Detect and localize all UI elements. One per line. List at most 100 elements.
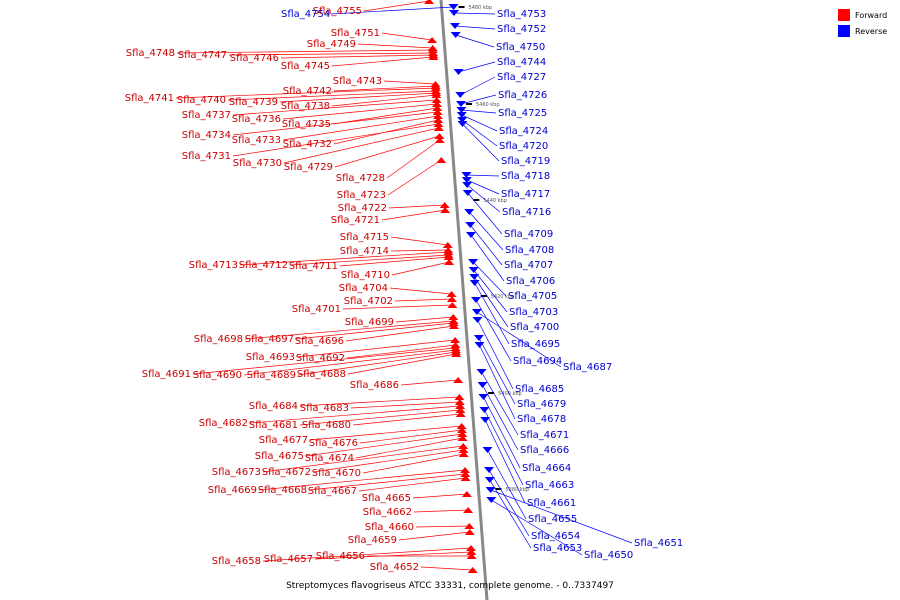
- gene-sfla-4720-glyph[interactable]: [457, 117, 468, 123]
- gene-sfla-4703-label[interactable]: Sfla_4703: [509, 307, 558, 318]
- gene-sfla-4716-glyph[interactable]: [462, 182, 473, 188]
- gene-sfla-4669-label[interactable]: Sfla_4669: [208, 485, 257, 496]
- gene-sfla-4725-glyph[interactable]: [456, 107, 467, 113]
- gene-sfla-4708-label[interactable]: Sfla_4708: [505, 245, 554, 256]
- gene-sfla-4739-label[interactable]: Sfla_4739: [229, 97, 278, 108]
- gene-sfla-4728-glyph[interactable]: [434, 137, 445, 143]
- gene-sfla-4717-label[interactable]: Sfla_4717: [501, 189, 550, 200]
- gene-sfla-4653-glyph[interactable]: [484, 477, 495, 483]
- gene-sfla-4735-glyph[interactable]: [432, 105, 443, 111]
- gene-sfla-4674-label[interactable]: Sfla_4674: [305, 453, 354, 464]
- gene-sfla-4696-label[interactable]: Sfla_4696: [295, 336, 344, 347]
- gene-sfla-4728-label[interactable]: Sfla_4728: [336, 173, 385, 184]
- gene-sfla-4685-glyph[interactable]: [472, 317, 483, 323]
- gene-sfla-4659-label[interactable]: Sfla_4659: [348, 535, 397, 546]
- gene-sfla-4670-label[interactable]: Sfla_4670: [312, 468, 361, 479]
- gene-sfla-4699-label[interactable]: Sfla_4699: [345, 317, 394, 328]
- gene-sfla-4667-glyph[interactable]: [460, 475, 471, 481]
- gene-sfla-4717-glyph[interactable]: [461, 177, 472, 183]
- gene-sfla-4726-label[interactable]: Sfla_4726: [498, 90, 547, 101]
- gene-sfla-4725-label[interactable]: Sfla_4725: [498, 108, 547, 119]
- gene-sfla-4741-glyph[interactable]: [430, 85, 441, 91]
- gene-sfla-4677-label[interactable]: Sfla_4677: [259, 435, 308, 446]
- gene-sfla-4744-label[interactable]: Sfla_4744: [497, 57, 546, 68]
- gene-sfla-4686-label[interactable]: Sfla_4686: [350, 380, 399, 391]
- gene-sfla-4662-glyph[interactable]: [463, 507, 474, 513]
- gene-sfla-4732-label[interactable]: Sfla_4732: [283, 139, 332, 150]
- gene-sfla-4703-glyph[interactable]: [468, 267, 479, 273]
- gene-sfla-4660-glyph[interactable]: [464, 523, 475, 529]
- gene-sfla-4721-glyph[interactable]: [440, 207, 451, 213]
- gene-sfla-4661-label[interactable]: Sfla_4661: [527, 498, 576, 509]
- gene-sfla-4699-glyph[interactable]: [448, 314, 459, 320]
- gene-sfla-4659-glyph[interactable]: [464, 529, 475, 535]
- gene-sfla-4704-label[interactable]: Sfla_4704: [339, 283, 388, 294]
- gene-sfla-4718-glyph[interactable]: [461, 172, 472, 178]
- gene-sfla-4658-glyph[interactable]: [466, 545, 477, 551]
- gene-sfla-4657-label[interactable]: Sfla_4657: [264, 554, 313, 565]
- gene-sfla-4716-label[interactable]: Sfla_4716: [502, 207, 551, 218]
- gene-sfla-4707-glyph[interactable]: [465, 222, 476, 228]
- gene-sfla-4750-label[interactable]: Sfla_4750: [496, 42, 545, 53]
- gene-sfla-4687-glyph[interactable]: [471, 309, 482, 315]
- gene-sfla-4754-glyph[interactable]: [448, 4, 459, 10]
- gene-sfla-4708-glyph[interactable]: [464, 209, 475, 215]
- gene-sfla-4696-glyph[interactable]: [448, 323, 459, 329]
- gene-sfla-4674-glyph[interactable]: [457, 435, 468, 441]
- gene-sfla-4724-label[interactable]: Sfla_4724: [499, 126, 548, 137]
- gene-sfla-4695-label[interactable]: Sfla_4695: [511, 339, 560, 350]
- gene-sfla-4748-label[interactable]: Sfla_4748: [126, 48, 175, 59]
- gene-sfla-4734-label[interactable]: Sfla_4734: [182, 130, 231, 141]
- gene-sfla-4652-glyph[interactable]: [467, 567, 478, 573]
- gene-sfla-4736-glyph[interactable]: [431, 101, 442, 107]
- gene-sfla-4718-label[interactable]: Sfla_4718: [501, 171, 550, 182]
- gene-sfla-4680-glyph[interactable]: [455, 411, 466, 417]
- gene-sfla-4664-label[interactable]: Sfla_4664: [522, 463, 571, 474]
- gene-sfla-4686-glyph[interactable]: [453, 377, 464, 383]
- gene-sfla-4727-label[interactable]: Sfla_4727: [497, 72, 546, 83]
- gene-sfla-4722-label[interactable]: Sfla_4722: [338, 203, 387, 214]
- gene-sfla-4729-label[interactable]: Sfla_4729: [284, 162, 333, 173]
- gene-sfla-4676-glyph[interactable]: [456, 427, 467, 433]
- gene-sfla-4720-label[interactable]: Sfla_4720: [499, 141, 548, 152]
- gene-sfla-4684-glyph[interactable]: [454, 394, 465, 400]
- gene-sfla-4732-glyph[interactable]: [433, 117, 444, 123]
- gene-sfla-4752-glyph[interactable]: [449, 23, 460, 29]
- gene-sfla-4745-label[interactable]: Sfla_4745: [281, 61, 330, 72]
- gene-sfla-4683-glyph[interactable]: [454, 399, 465, 405]
- gene-sfla-4669-glyph[interactable]: [460, 467, 471, 473]
- gene-sfla-4722-glyph[interactable]: [439, 202, 450, 208]
- gene-sfla-4671-label[interactable]: Sfla_4671: [520, 430, 569, 441]
- gene-sfla-4724-glyph[interactable]: [456, 112, 467, 118]
- gene-sfla-4658-label[interactable]: Sfla_4658: [212, 556, 261, 567]
- gene-sfla-4689-label[interactable]: Sfla_4689: [247, 370, 296, 381]
- gene-sfla-4678-label[interactable]: Sfla_4678: [517, 414, 566, 425]
- gene-sfla-4697-glyph[interactable]: [448, 320, 459, 326]
- gene-sfla-4672-glyph[interactable]: [458, 447, 469, 453]
- gene-sfla-4701-label[interactable]: Sfla_4701: [292, 304, 341, 315]
- gene-sfla-4650-glyph[interactable]: [486, 497, 497, 503]
- gene-sfla-4742-label[interactable]: Sfla_4742: [283, 86, 332, 97]
- gene-sfla-4747-label[interactable]: Sfla_4747: [178, 50, 227, 61]
- gene-sfla-4656-glyph[interactable]: [466, 553, 477, 559]
- gene-sfla-4713-label[interactable]: Sfla_4713: [189, 260, 238, 271]
- gene-sfla-4677-glyph[interactable]: [456, 423, 467, 429]
- gene-sfla-4730-glyph[interactable]: [433, 125, 444, 131]
- gene-sfla-4670-glyph[interactable]: [458, 451, 469, 457]
- gene-sfla-4700-label[interactable]: Sfla_4700: [510, 322, 559, 333]
- gene-sfla-4675-label[interactable]: Sfla_4675: [255, 451, 304, 462]
- gene-sfla-4665-label[interactable]: Sfla_4665: [362, 493, 411, 504]
- gene-sfla-4719-glyph[interactable]: [457, 121, 468, 127]
- gene-sfla-4684-label[interactable]: Sfla_4684: [249, 401, 298, 412]
- gene-sfla-4710-glyph[interactable]: [444, 259, 455, 265]
- gene-sfla-4682-glyph[interactable]: [455, 403, 466, 409]
- gene-sfla-4738-glyph[interactable]: [431, 92, 442, 98]
- gene-sfla-4715-glyph[interactable]: [442, 242, 453, 248]
- gene-sfla-4672-label[interactable]: Sfla_4672: [262, 467, 311, 478]
- gene-sfla-4666-label[interactable]: Sfla_4666: [520, 445, 569, 456]
- gene-sfla-4726-glyph[interactable]: [455, 101, 466, 107]
- gene-sfla-4694-glyph[interactable]: [471, 297, 481, 303]
- gene-sfla-4675-glyph[interactable]: [457, 431, 468, 437]
- gene-sfla-4706-label[interactable]: Sfla_4706: [506, 276, 555, 287]
- gene-sfla-4693-label[interactable]: Sfla_4693: [246, 352, 295, 363]
